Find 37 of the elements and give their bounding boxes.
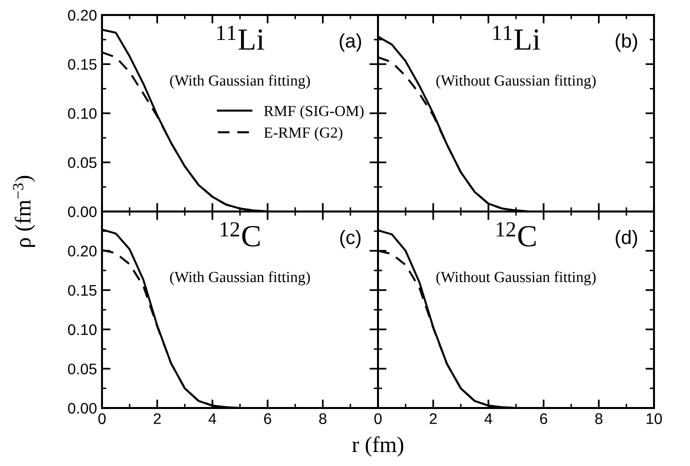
x-tick-label: 0 (374, 413, 382, 424)
annotation: (With Gaussian fitting) (170, 74, 310, 89)
x-tick-label: 2 (430, 413, 437, 424)
y-tick-label: 0.05 (68, 364, 96, 374)
x-tick-label: 8 (319, 413, 326, 424)
x-tick-label: 4 (484, 413, 492, 424)
x-tick-label: 4 (208, 413, 216, 424)
annotation: (With Gaussian fitting) (170, 271, 310, 286)
x-tick-label: 2 (154, 413, 161, 424)
y-axis-title: ρ (fm$^{−3}$) (12, 176, 36, 247)
legend-label: RMF (SIG-OM) (264, 105, 364, 120)
annotation: $^{11}$Li (493, 26, 540, 50)
annotation: $^{12}$C (496, 222, 536, 246)
y-tick-label: 0.20 (68, 10, 97, 21)
x-tick-label: 10 (646, 413, 662, 424)
y-tick-label: 0.15 (68, 284, 96, 296)
annotation: (Without Gaussian fitting) (436, 271, 596, 286)
annotation: (Without Gaussian fitting) (436, 74, 596, 89)
x-tick-label: 6 (264, 413, 272, 424)
annotation: (b) (616, 33, 638, 52)
x-tick-label: 0 (98, 413, 106, 424)
annotation: (c) (340, 230, 361, 248)
annotation: (d) (616, 230, 638, 248)
annotation: $^{11}$Li (217, 26, 264, 50)
y-tick-label: 0.20 (68, 246, 97, 256)
y-tick-label: 0.10 (68, 108, 97, 119)
x-tick-label: 8 (595, 413, 602, 424)
annotation: (a) (340, 33, 362, 52)
annotation: $^{12}$C (220, 222, 260, 246)
x-axis-title: r (fm) (352, 436, 404, 457)
y-tick-label: 0.00 (68, 206, 97, 218)
y-tick-label: 0.05 (68, 157, 96, 168)
y-tick-label: 0.00 (68, 402, 97, 414)
y-tick-label: 0.15 (68, 58, 96, 70)
x-tick-label: 6 (540, 413, 548, 424)
legend-label: E-RMF (G2) (264, 126, 342, 141)
y-tick-label: 0.10 (68, 324, 97, 336)
